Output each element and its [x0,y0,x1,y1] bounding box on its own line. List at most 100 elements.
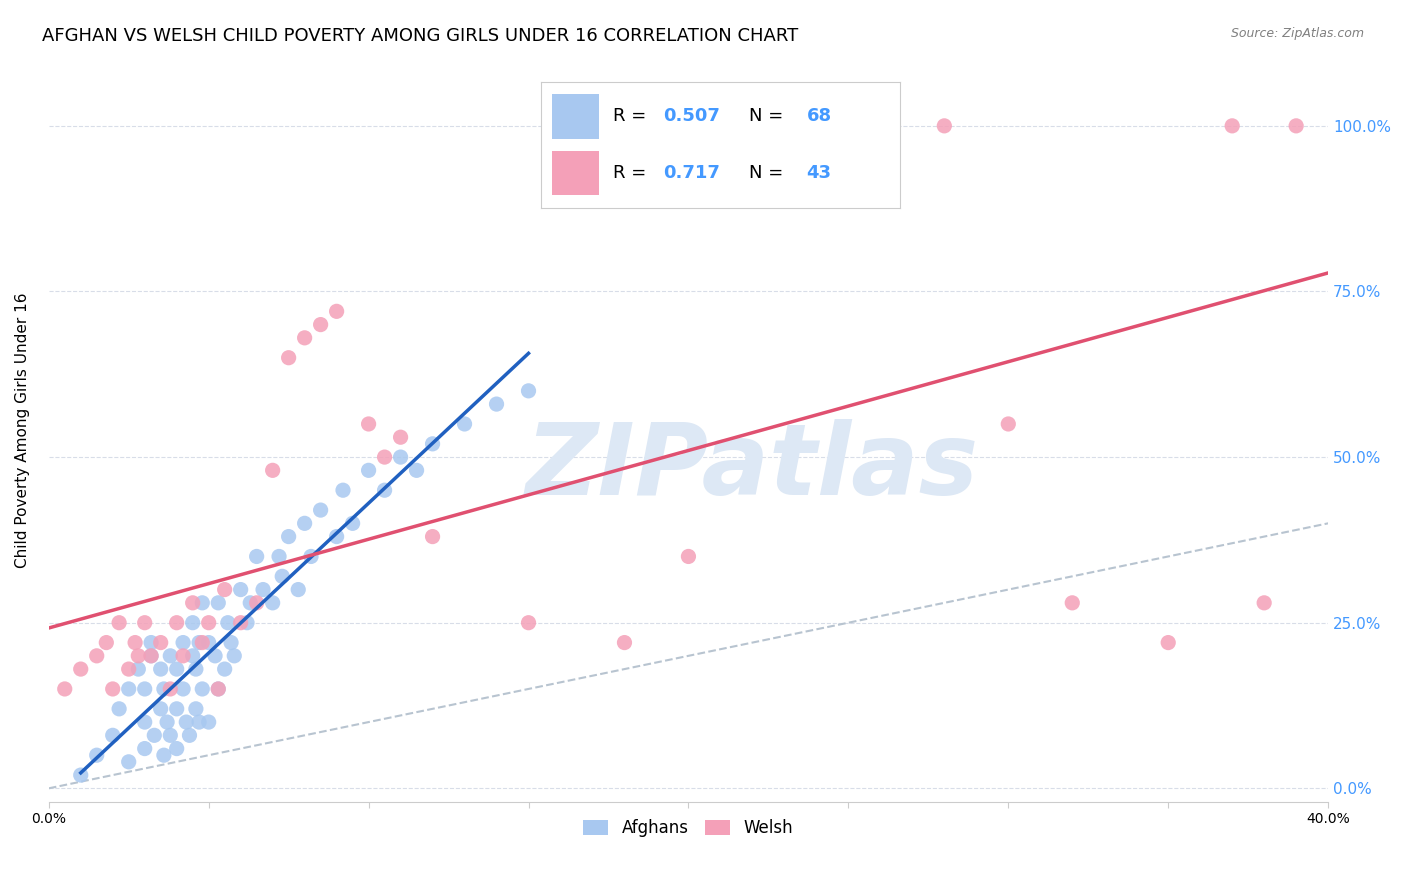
Point [422,437,444,451]
Point [219,635,242,649]
Point [181,596,204,610]
Point [332,483,354,498]
Point [229,615,252,630]
Point [342,516,364,531]
Point [166,702,188,716]
Point [179,728,201,742]
Point [188,635,211,649]
Point [172,635,194,649]
Point [294,516,316,531]
Point [184,662,207,676]
Point [174,715,197,730]
Point [101,728,124,742]
Point [246,549,269,564]
Point [277,530,299,544]
Point [134,715,156,730]
Point [389,430,412,444]
Point [191,596,214,610]
Point [485,397,508,411]
Point [1220,119,1243,133]
Point [96,635,118,649]
Text: Source: ZipAtlas.com: Source: ZipAtlas.com [1230,27,1364,40]
Point [262,463,284,477]
Point [184,702,207,716]
Point [517,615,540,630]
Point [118,681,141,696]
Point [197,635,219,649]
Point [134,681,156,696]
Point [159,648,181,663]
Point [517,384,540,398]
Point [159,681,181,696]
Point [118,755,141,769]
Point [139,648,162,663]
Point [1285,119,1308,133]
Point [134,741,156,756]
Point [207,681,229,696]
Y-axis label: Child Poverty Among Girls Under 16: Child Poverty Among Girls Under 16 [15,293,30,568]
Point [422,530,444,544]
Point [214,662,236,676]
Point [181,648,204,663]
Point [613,635,636,649]
Point [108,615,131,630]
Point [267,549,290,564]
Point [149,635,172,649]
Point [271,569,294,583]
Point [1253,596,1275,610]
Point [153,748,176,763]
Point [69,662,91,676]
Point [262,596,284,610]
Text: AFGHAN VS WELSH CHILD POVERTY AMONG GIRLS UNDER 16 CORRELATION CHART: AFGHAN VS WELSH CHILD POVERTY AMONG GIRL… [42,27,799,45]
Point [214,582,236,597]
Point [997,417,1019,431]
Point [239,596,262,610]
Point [299,549,322,564]
Text: ZIPatlas: ZIPatlas [526,419,979,516]
Point [197,615,219,630]
Point [86,748,108,763]
Point [389,450,412,464]
Point [69,768,91,782]
Point [229,582,252,597]
Point [1157,635,1180,649]
Point [246,596,269,610]
Point [191,635,214,649]
Point [309,318,332,332]
Point [118,662,141,676]
Point [204,648,226,663]
Point [124,635,146,649]
Point [1062,596,1084,610]
Point [934,119,956,133]
Point [294,331,316,345]
Point [156,715,179,730]
Point [309,503,332,517]
Point [191,681,214,696]
Point [172,681,194,696]
Point [181,615,204,630]
Point [101,681,124,696]
Point [108,702,131,716]
Point [188,715,211,730]
Point [207,596,229,610]
Point [217,615,239,630]
Point [357,417,380,431]
Point [374,483,396,498]
Point [325,530,347,544]
Point [374,450,396,464]
Point [837,119,859,133]
Point [143,728,166,742]
Point [127,662,149,676]
Point [207,681,229,696]
Point [153,681,176,696]
Point [86,648,108,663]
Point [166,662,188,676]
Point [127,648,149,663]
Point [287,582,309,597]
Point [139,648,162,663]
Point [134,615,156,630]
Point [172,648,194,663]
Point [325,304,347,318]
Point [149,662,172,676]
Point [149,702,172,716]
